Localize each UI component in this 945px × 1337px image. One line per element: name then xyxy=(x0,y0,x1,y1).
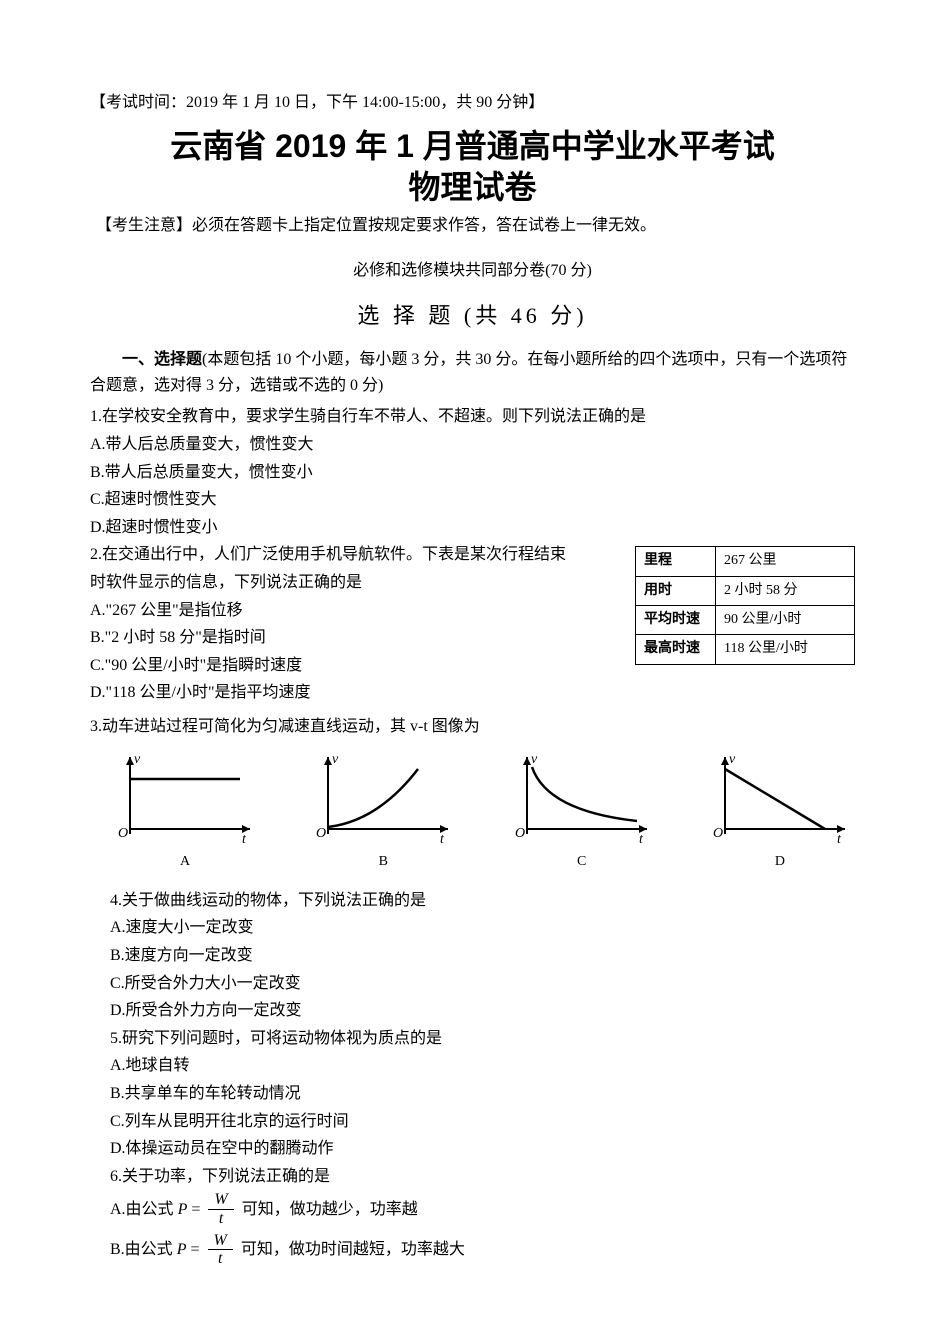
title-line-2: 物理试卷 xyxy=(90,167,855,209)
q5-opt-a: A.地球自转 xyxy=(110,1053,855,1079)
svg-text:O: O xyxy=(515,826,525,841)
q2-opt-a: A."267 公里"是指位移 xyxy=(90,598,615,624)
axis-v-label: v xyxy=(134,752,141,767)
q1-opt-d: D.超速时惯性变小 xyxy=(90,515,855,541)
q1-opt-b: B.带人后总质量变大，惯性变小 xyxy=(90,460,855,486)
q2-opt-b: B."2 小时 58 分"是指时间 xyxy=(90,625,615,651)
cell-label: 平均时速 xyxy=(636,606,716,635)
formula-eq: = xyxy=(191,1197,200,1223)
formula-fraction: W t xyxy=(208,1232,233,1268)
q6-opt-a: A.由公式 P = W t 可知，做功越少，功率越 xyxy=(110,1191,855,1227)
q4-opt-c: C.所受合外力大小一定改变 xyxy=(110,971,855,997)
q4-opt-b: B.速度方向一定改变 xyxy=(110,943,855,969)
cell-value: 90 公里/小时 xyxy=(716,606,855,635)
table-row: 平均时速90 公里/小时 xyxy=(636,606,855,635)
q1-opt-a: A.带人后总质量变大，惯性变大 xyxy=(90,432,855,458)
svg-text:t: t xyxy=(440,832,445,847)
cell-label: 最高时速 xyxy=(636,635,716,664)
section-score-line: 必修和选修模块共同部分卷(70 分) xyxy=(90,258,855,284)
q6-b-post: 可知，做功时间越短，功率越大 xyxy=(241,1237,465,1263)
q6-a-pre: A.由公式 xyxy=(110,1197,174,1223)
table-row: 最高时速118 公里/小时 xyxy=(636,635,855,664)
graph-d: v t O D xyxy=(705,749,855,873)
q6-a-post: 可知，做功越少，功率越 xyxy=(242,1197,418,1223)
q4-stem: 4.关于做曲线运动的物体，下列说法正确的是 xyxy=(110,888,855,914)
svg-text:t: t xyxy=(837,832,842,847)
exam-time-header: 【考试时间：2019 年 1 月 10 日，下午 14:00-15:00，共 9… xyxy=(90,90,855,116)
cell-label: 里程 xyxy=(636,547,716,576)
q4-opt-a: A.速度大小一定改变 xyxy=(110,915,855,941)
formula-denominator: t xyxy=(212,1250,228,1268)
indented-questions: 4.关于做曲线运动的物体，下列说法正确的是 A.速度大小一定改变 B.速度方向一… xyxy=(90,888,855,1268)
title-line-1: 云南省 2019 年 1 月普通高中学业水平考试 xyxy=(90,126,855,168)
q3-graphs: v t O A v t O B v t O C xyxy=(110,749,855,873)
q4-opt-d: D.所受合外力方向一定改变 xyxy=(110,998,855,1024)
graph-a: v t O A xyxy=(110,749,260,873)
svg-text:O: O xyxy=(316,826,326,841)
q6-b-pre: B.由公式 xyxy=(110,1237,173,1263)
formula-p: P xyxy=(178,1197,188,1223)
q3-stem: 3.动车进站过程可简化为匀减速直线运动，其 v-t 图像为 xyxy=(90,714,855,740)
q5-opt-d: D.体操运动员在空中的翻腾动作 xyxy=(110,1136,855,1162)
cell-label: 用时 xyxy=(636,576,716,605)
formula-denominator: t xyxy=(213,1210,229,1228)
formula-p: P xyxy=(177,1237,187,1263)
formula-numerator: W xyxy=(208,1232,233,1251)
q5-opt-c: C.列车从昆明开往北京的运行时间 xyxy=(110,1109,855,1135)
svg-text:v: v xyxy=(531,752,538,767)
graph-a-label: A xyxy=(110,851,260,873)
q2-container: 2.在交通出行中，人们广泛使用手机导航软件。下表是某次行程结束 时软件显示的信息… xyxy=(90,542,855,708)
origin-label: O xyxy=(118,826,128,841)
mcq-intro: 一、选择题(本题包括 10 个小题，每小题 3 分，共 30 分。在每小题所给的… xyxy=(90,347,855,398)
section-title: 选 择 题 (共 46 分) xyxy=(90,298,855,333)
q1-opt-c: C.超速时惯性变大 xyxy=(90,487,855,513)
cell-value: 267 公里 xyxy=(716,547,855,576)
q5-opt-b: B.共享单车的车轮转动情况 xyxy=(110,1081,855,1107)
cell-value: 118 公里/小时 xyxy=(716,635,855,664)
table-row: 用时2 小时 58 分 xyxy=(636,576,855,605)
graph-c-label: C xyxy=(507,851,657,873)
q5-stem: 5.研究下列问题时，可将运动物体视为质点的是 xyxy=(110,1026,855,1052)
svg-text:v: v xyxy=(332,752,339,767)
q2-text: 2.在交通出行中，人们广泛使用手机导航软件。下表是某次行程结束 时软件显示的信息… xyxy=(90,542,615,708)
svg-text:t: t xyxy=(639,832,644,847)
svg-text:O: O xyxy=(713,826,723,841)
svg-text:v: v xyxy=(729,752,736,767)
cell-value: 2 小时 58 分 xyxy=(716,576,855,605)
formula-numerator: W xyxy=(208,1191,233,1210)
formula-fraction: W t xyxy=(208,1191,233,1227)
formula-eq: = xyxy=(190,1237,199,1263)
axis-t-label: t xyxy=(242,832,247,847)
q2-data-table: 里程267 公里 用时2 小时 58 分 平均时速90 公里/小时 最高时速11… xyxy=(635,546,855,665)
graph-c: v t O C xyxy=(507,749,657,873)
table-row: 里程267 公里 xyxy=(636,547,855,576)
q2-opt-c: C."90 公里/小时"是指瞬时速度 xyxy=(90,653,615,679)
graph-b: v t O B xyxy=(308,749,458,873)
q2-stem-1: 2.在交通出行中，人们广泛使用手机导航软件。下表是某次行程结束 xyxy=(90,542,615,568)
q2-stem-2: 时软件显示的信息，下列说法正确的是 xyxy=(90,570,615,596)
q1-stem: 1.在学校安全教育中，要求学生骑自行车不带人、不超速。则下列说法正确的是 xyxy=(90,404,855,430)
examinee-notice: 【考生注意】必须在答题卡上指定位置按规定要求作答，答在试卷上一律无效。 xyxy=(90,213,855,239)
graph-d-label: D xyxy=(705,851,855,873)
mcq-intro-rest: (本题包括 10 个小题，每小题 3 分，共 30 分。在每小题所给的四个选项中… xyxy=(90,351,847,394)
q2-opt-d: D."118 公里/小时"是指平均速度 xyxy=(90,680,615,706)
exam-title: 云南省 2019 年 1 月普通高中学业水平考试 物理试卷 xyxy=(90,126,855,209)
q6-stem: 6.关于功率，下列说法正确的是 xyxy=(110,1164,855,1190)
mcq-intro-bold: 一、选择题 xyxy=(122,351,202,368)
graph-b-label: B xyxy=(308,851,458,873)
q6-opt-b: B.由公式 P = W t 可知，做功时间越短，功率越大 xyxy=(110,1232,855,1268)
